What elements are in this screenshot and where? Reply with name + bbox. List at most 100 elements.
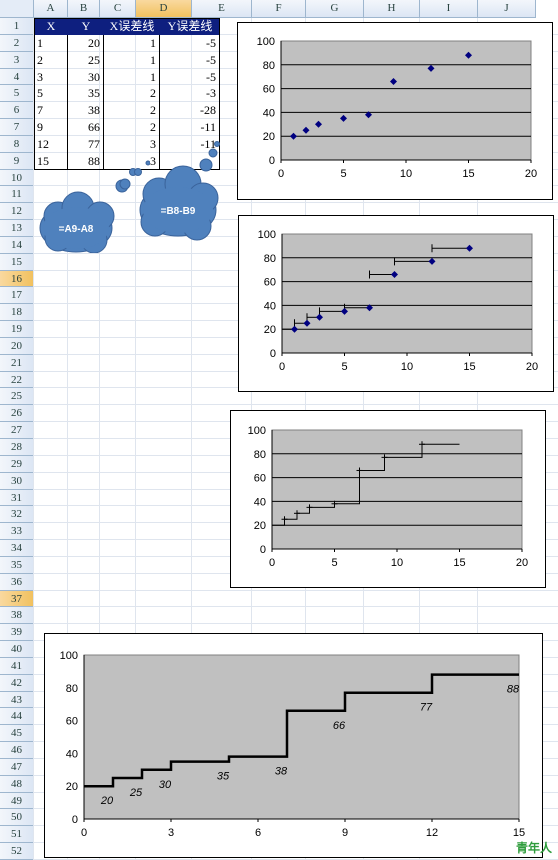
row-header-3[interactable]: 3 [0,51,34,69]
row-header-29[interactable]: 29 [0,455,34,473]
chart-step-line[interactable]: 0 20 40 60 80 100 0 5 10 15 20 [230,410,546,588]
row-header-1[interactable]: 1 [0,18,34,35]
table-cell[interactable]: 2 [104,85,160,103]
row-header-11[interactable]: 11 [0,186,34,204]
chart-scatter[interactable]: 0 20 40 60 80 100 0 5 10 15 20 [237,22,553,200]
row-header-15[interactable]: 15 [0,253,34,271]
row-header-46[interactable]: 46 [0,742,34,759]
row-header-36[interactable]: 36 [0,573,34,591]
row-header-2[interactable]: 2 [0,34,34,52]
row-header-9[interactable]: 9 [0,152,34,170]
row-header-44[interactable]: 44 [0,708,34,726]
row-header-4[interactable]: 4 [0,68,34,86]
table-cell[interactable]: 9 [34,119,68,136]
table-cell[interactable]: 15 [34,152,68,170]
table-cell[interactable]: 1 [104,68,160,86]
table-cell[interactable]: 2 [104,119,160,136]
column-header-d[interactable]: D [136,0,192,18]
table-cell[interactable]: 5 [34,85,68,103]
table-cell[interactable]: 66 [68,119,104,136]
column-header-g[interactable]: G [306,0,364,18]
row-header-14[interactable]: 14 [0,236,34,254]
row-header-31[interactable]: 31 [0,489,34,507]
table-cell[interactable]: 12 [34,135,68,153]
table-cell[interactable]: 20 [68,34,104,52]
chart-step-line-labeled[interactable]: 0 20 40 60 80 100 0 3 6 9 12 15 20 25 30 35 38 66 77 88 [44,633,543,858]
row-header-39[interactable]: 39 [0,624,34,642]
row-header-13[interactable]: 13 [0,220,34,237]
x-tick-label: 0 [269,557,275,569]
table-cell[interactable]: 35 [68,85,104,103]
column-header-c[interactable]: C [100,0,136,18]
row-header-25[interactable]: 25 [0,388,34,406]
x-tick-label: 20 [526,361,538,373]
table-header-cell[interactable]: Y [68,18,104,35]
row-header-48[interactable]: 48 [0,775,34,793]
row-header-41[interactable]: 41 [0,657,34,675]
column-header-e[interactable]: E [192,0,252,18]
x-tick-label: 20 [516,557,528,569]
table-cell[interactable]: 2 [104,102,160,120]
table-cell[interactable]: 30 [68,68,104,86]
table-cell[interactable]: 77 [68,135,104,153]
row-header-38[interactable]: 38 [0,607,34,625]
row-header-12[interactable]: 12 [0,203,34,221]
column-header-i[interactable]: I [420,0,478,18]
table-cell[interactable]: 1 [104,34,160,52]
row-header-10[interactable]: 10 [0,169,34,187]
row-header-16[interactable]: 16 [0,270,34,288]
column-header-b[interactable]: B [68,0,100,18]
row-header-6[interactable]: 6 [0,102,34,120]
row-header-22[interactable]: 22 [0,371,34,389]
row-header-21[interactable]: 21 [0,354,34,372]
row-header-20[interactable]: 20 [0,337,34,355]
row-header-40[interactable]: 40 [0,641,34,658]
column-header-f[interactable]: F [252,0,306,18]
table-cell[interactable]: 1 [104,51,160,69]
row-header-52[interactable]: 52 [0,843,34,860]
column-header-j[interactable]: J [478,0,536,18]
table-cell[interactable]: 3 [34,68,68,86]
chart-scatter-error-bars[interactable]: 0 20 40 60 80 100 0 5 10 15 20 [238,215,554,392]
column-header-a[interactable]: A [34,0,68,18]
row-header-51[interactable]: 51 [0,826,34,844]
row-header-17[interactable]: 17 [0,287,34,305]
row-header-30[interactable]: 30 [0,472,34,490]
row-header-33[interactable]: 33 [0,523,34,541]
row-header-27[interactable]: 27 [0,422,34,439]
row-header-28[interactable]: 28 [0,439,34,456]
row-header-35[interactable]: 35 [0,556,34,574]
row-header-32[interactable]: 32 [0,506,34,524]
select-all-corner[interactable] [0,0,34,18]
row-header-37[interactable]: 37 [0,590,34,608]
table-header-cell[interactable]: X误差线 [104,18,160,35]
table-cell[interactable]: 7 [34,102,68,120]
row-header-34[interactable]: 34 [0,540,34,557]
row-header-5[interactable]: 5 [0,85,34,103]
row-header-19[interactable]: 19 [0,321,34,338]
row-header-8[interactable]: 8 [0,135,34,153]
table-cell[interactable]: 38 [68,102,104,120]
table-header-cell[interactable]: Y误差线 [160,18,220,35]
row-header-42[interactable]: 42 [0,674,34,692]
row-header-50[interactable]: 50 [0,809,34,827]
table-cell[interactable]: 88 [68,152,104,170]
row-header-18[interactable]: 18 [0,304,34,322]
row-header-7[interactable]: 7 [0,119,34,136]
row-header-26[interactable]: 26 [0,405,34,423]
table-cell[interactable]: 1 [34,34,68,52]
data-point [428,257,436,265]
table-cell[interactable]: 3 [104,135,160,153]
y-tick-label: 80 [66,683,78,695]
table-cell[interactable]: 3 [104,152,160,170]
table-header-cell[interactable]: X [34,18,68,35]
row-header-43[interactable]: 43 [0,691,34,709]
row-header-49[interactable]: 49 [0,792,34,810]
row-header-45[interactable]: 45 [0,725,34,743]
table-cell[interactable]: 25 [68,51,104,69]
x-tick-label: 9 [342,827,348,839]
column-header-h[interactable]: H [364,0,420,18]
row-header-47[interactable]: 47 [0,758,34,776]
y-tick-label: 20 [66,781,78,793]
table-cell[interactable]: 2 [34,51,68,69]
